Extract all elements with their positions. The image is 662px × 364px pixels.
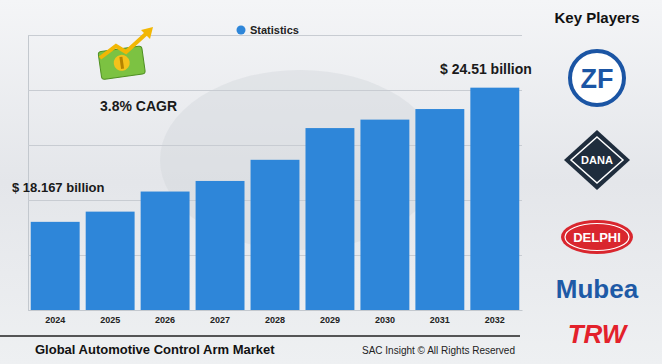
x-tick: 2025 <box>100 310 120 325</box>
bar <box>470 88 519 310</box>
x-tick: 2031 <box>430 310 450 325</box>
x-tick-label: 2030 <box>375 315 395 325</box>
x-tick: 2030 <box>375 310 395 325</box>
x-tick: 2028 <box>265 310 285 325</box>
logo-text: ZF <box>581 64 614 94</box>
x-tick: 2029 <box>320 310 340 325</box>
grid-line <box>28 310 522 311</box>
source: SAC Insight © All Rights Reserved <box>362 345 515 356</box>
bar <box>196 181 245 310</box>
arrow <box>100 32 148 58</box>
logo: DELPHI <box>561 220 633 254</box>
bar <box>86 212 135 310</box>
logo-pill <box>561 220 633 254</box>
x-tick-label: 2031 <box>430 315 450 325</box>
annotation: 3.8% CAGR <box>100 98 177 114</box>
bar <box>251 160 300 310</box>
arrow-head <box>141 27 153 39</box>
y-tick <box>28 90 522 91</box>
logo-text: DANA <box>581 154 613 166</box>
logo-text: DELPHI <box>573 230 621 245</box>
key-players: Key Players ZF DANA DELPHI Mubea TRW <box>554 9 639 349</box>
bars <box>31 88 520 310</box>
logo-diamond <box>564 130 630 190</box>
footer-rule <box>0 335 520 337</box>
bar <box>305 128 354 310</box>
title: Global Automotive Control Arm Market <box>35 342 275 357</box>
x-tick-label: 2027 <box>210 315 230 325</box>
logo: ZF <box>570 51 624 105</box>
logo: DANA <box>564 130 630 190</box>
coin-mark <box>119 57 124 69</box>
coin <box>113 54 131 72</box>
x-tick: 2027 <box>210 310 230 325</box>
x-tick: 2032 <box>485 310 505 325</box>
bar <box>360 120 409 310</box>
y-tick <box>28 310 522 311</box>
x-tick: 2026 <box>155 310 175 325</box>
bar <box>141 192 190 310</box>
x-tick-label: 2026 <box>155 315 175 325</box>
x-tick-label: 2028 <box>265 315 285 325</box>
x-tick-label: 2025 <box>100 315 120 325</box>
legend-label: Statistics <box>250 24 299 36</box>
legend: Statistics <box>237 24 299 36</box>
logo: TRW <box>568 319 629 349</box>
logo-pill-inner <box>565 224 629 251</box>
x-tick-label: 2032 <box>485 315 505 325</box>
logo-ring <box>570 51 624 105</box>
logo-text: Mubea <box>556 274 639 304</box>
bar <box>415 109 464 310</box>
chart: 2024 2025 2026 2027 2028 2029 2030 2031 2032 Stat… <box>0 0 662 364</box>
annotation: $ 24.51 billion <box>440 61 532 77</box>
key-players-title: Key Players <box>554 9 639 26</box>
logo: Mubea <box>556 274 639 304</box>
grid-line <box>28 90 522 91</box>
x-axis-line <box>29 310 523 311</box>
annotation: $ 18.167 billion <box>12 180 105 195</box>
legend-marker <box>237 26 246 35</box>
logo-text: TRW <box>568 319 629 349</box>
background <box>0 0 662 364</box>
x-axis: 2024 2025 2026 2027 2028 2029 2030 2031 2032 <box>29 310 523 325</box>
logo-diamond-inner <box>571 137 623 183</box>
x-tick-label: 2024 <box>45 315 65 325</box>
x-tick-label: 2029 <box>320 315 340 325</box>
x-tick: 2024 <box>45 310 65 325</box>
bar <box>31 222 80 310</box>
